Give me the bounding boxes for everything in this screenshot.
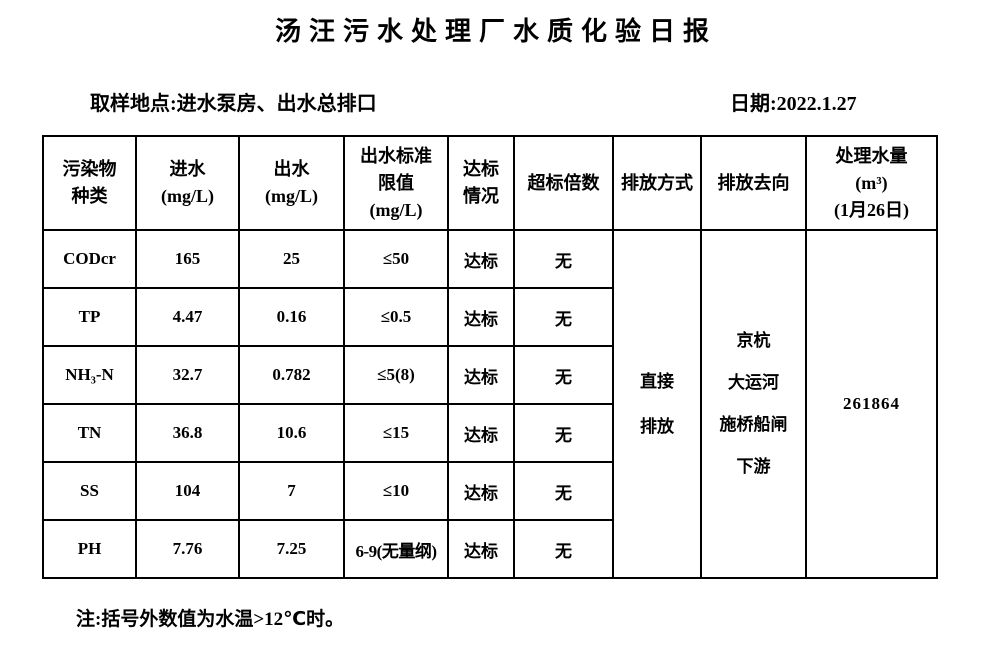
cell-limit: ≤15 (343, 403, 449, 463)
header-outflow: 出水 (mg/L) (238, 135, 345, 231)
header-exceed-multiple: 超标倍数 (513, 135, 614, 231)
header-inflow: 进水 (mg/L) (135, 135, 240, 231)
cell-limit: 6-9(无量纲) (343, 519, 449, 579)
table-row: CODcr 165 25 ≤50 达标 无 直接 排放 京杭 大运河 施桥船闸 … (42, 229, 938, 579)
cell-outflow: 25 (238, 229, 345, 289)
cell-inflow: 4.47 (135, 287, 240, 347)
cell-pollutant: TP (42, 287, 137, 347)
meta-row: 取样地点:进水泵房、出水总排口 日期:2022.1.27 (0, 87, 984, 115)
cell-pollutant: TN (42, 403, 137, 463)
header-treated-volume: 处理水量 (m³) (1月26日) (805, 135, 938, 231)
cell-status: 达标 (447, 461, 515, 521)
cell-limit: ≤50 (343, 229, 449, 289)
cell-status: 达标 (447, 229, 515, 289)
cell-inflow: 32.7 (135, 345, 240, 405)
cell-pollutant: CODcr (42, 229, 137, 289)
table-row: TN 36.8 10.6 ≤15 达标 无 (42, 403, 937, 463)
cell-exceed: 无 (513, 403, 614, 463)
cell-exceed: 无 (513, 345, 614, 405)
cell-exceed: 无 (513, 519, 614, 579)
cell-status: 达标 (447, 287, 515, 347)
header-outflow-limit: 出水标准 限值 (mg/L) (343, 135, 449, 231)
cell-limit: ≤5(8) (343, 345, 449, 405)
cell-outflow: 10.6 (238, 403, 345, 463)
table-row: PH 7.76 7.25 6-9(无量纲) 达标 无 (42, 519, 937, 579)
water-quality-table: 污染物 种类 进水 (mg/L) 出水 (mg/L) 出水标准 限值 (mg/L… (42, 135, 938, 579)
cell-status: 达标 (447, 403, 515, 463)
cell-discharge-mode: 直接 排放 (612, 229, 702, 579)
cell-pollutant: NH₃-N (42, 345, 137, 405)
table-header-row: 污染物 种类 进水 (mg/L) 出水 (mg/L) 出水标准 限值 (mg/L… (42, 135, 938, 231)
cell-outflow: 0.782 (238, 345, 345, 405)
cell-treated-volume: 261864 (805, 229, 938, 579)
page-title: 汤汪污水处理厂水质化验日报 (274, 16, 717, 46)
cell-limit: ≤0.5 (343, 287, 449, 347)
header-compliance-status: 达标 情况 (447, 135, 515, 231)
header-discharge-mode: 排放方式 (612, 135, 702, 231)
cell-exceed: 无 (513, 229, 614, 289)
cell-pollutant: SS (42, 461, 137, 521)
cell-limit: ≤10 (343, 461, 449, 521)
cell-outflow: 7 (238, 461, 345, 521)
cell-pollutant: PH (42, 519, 137, 579)
cell-status: 达标 (447, 345, 515, 405)
cell-inflow: 165 (135, 229, 240, 289)
cell-exceed: 无 (513, 461, 614, 521)
header-pollutant-type: 污染物 种类 (42, 135, 137, 231)
table-row: TP 4.47 0.16 ≤0.5 达标 无 (42, 287, 937, 347)
cell-inflow: 7.76 (135, 519, 240, 579)
table-row: SS 104 7 ≤10 达标 无 (42, 461, 937, 521)
report-date-label: 日期:2022.1.27 (730, 93, 857, 115)
cell-status: 达标 (447, 519, 515, 579)
cell-outflow: 7.25 (238, 519, 345, 579)
table-row: NH₃-N 32.7 0.782 ≤5(8) 达标 无 (42, 345, 937, 405)
header-discharge-destination: 排放去向 (700, 135, 807, 231)
cell-outflow: 0.16 (238, 287, 345, 347)
sampling-point-label: 取样地点:进水泵房、出水总排口 (90, 93, 377, 115)
cell-inflow: 36.8 (135, 403, 240, 463)
cell-exceed: 无 (513, 287, 614, 347)
cell-inflow: 104 (135, 461, 240, 521)
cell-discharge-destination: 京杭 大运河 施桥船闸 下游 (700, 229, 807, 579)
footnote: 注:括号外数值为水温>12℃时。 (76, 609, 345, 630)
